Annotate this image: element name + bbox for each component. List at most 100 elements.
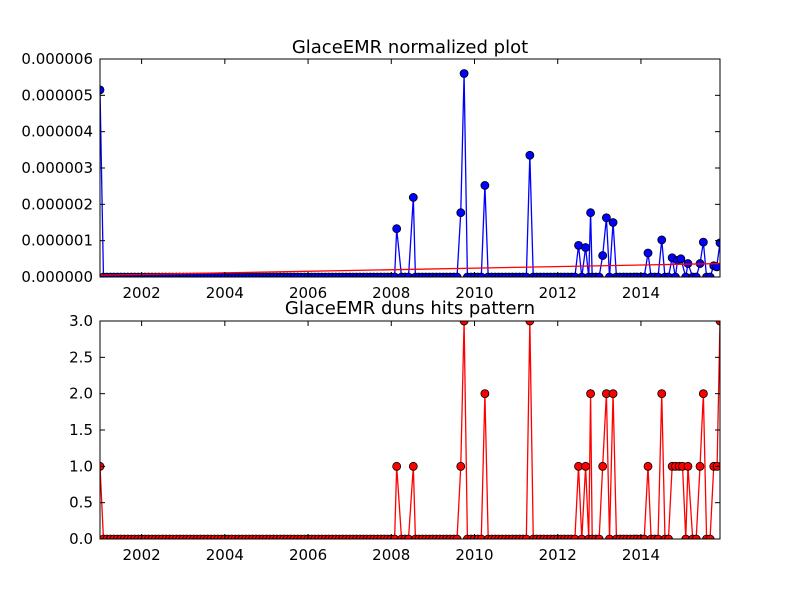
data-point [698,389,708,399]
data-point [639,272,649,277]
data-point [664,272,673,277]
data-point [602,213,611,223]
chart-title: GlaceEMR normalized plot [292,37,528,58]
data-point [100,85,105,95]
y-tick-label: 3.0 [69,312,93,330]
data-point [525,150,535,160]
data-point [657,389,667,399]
data-point [698,237,708,247]
y-tick-label: 1.5 [69,421,93,439]
x-tick-label: 2014 [622,546,660,564]
data-point [480,181,490,190]
data-point [657,235,667,245]
data-point [705,534,715,539]
data-point [643,461,653,471]
data-point [452,272,462,277]
data-point [676,254,686,264]
x-tick-label: 2006 [289,546,327,564]
y-tick-label: 0.000006 [21,50,93,68]
data-point [456,208,466,218]
normalized-plot-marks [100,69,720,277]
data-point [476,534,486,539]
data-point [521,534,531,539]
data-point [581,243,590,252]
data-point [653,272,663,277]
series-line [100,262,720,276]
data-point [594,272,604,277]
data-point [480,389,490,399]
data-point [608,218,618,227]
data-point [639,534,649,539]
data-point [653,534,663,539]
y-tick-label: 2.5 [69,348,93,366]
data-point [456,461,466,471]
data-point [392,224,402,234]
data-point [681,534,691,539]
data-point [598,251,608,260]
x-tick-label: 2002 [123,546,161,564]
x-tick-label: 2010 [455,284,493,302]
data-point [643,248,653,258]
y-tick-label: 0.000000 [21,268,93,286]
plot-frame [99,320,721,540]
x-tick-label: 2012 [539,546,577,564]
x-tick-label: 2008 [372,546,410,564]
data-point [586,389,595,399]
normalized-plot-panel: GlaceEMR normalized plot 2002 2004 2006 200… [21,37,721,302]
data-point [570,272,580,277]
data-point [691,272,701,277]
data-point [695,461,705,471]
x-tick-label: 2004 [206,546,244,564]
x-tick-label: 2006 [289,284,327,302]
data-point [408,461,418,471]
data-point [525,321,535,326]
x-tick-label: 2008 [372,284,410,302]
data-point [581,461,590,471]
data-point [408,193,418,202]
data-point [521,272,531,277]
series-line [100,73,720,277]
data-point [390,272,400,277]
duns-hits-marks [100,321,720,539]
y-tick-label: 0.0 [69,530,93,548]
data-point [476,272,486,277]
data-point [404,272,413,277]
data-point [681,272,691,277]
data-point [608,389,618,399]
data-point [404,534,413,539]
x-tick-label: 2010 [455,546,493,564]
data-point [570,534,580,539]
data-point [598,461,608,471]
x-tick-label: 2002 [123,284,161,302]
data-point [712,262,720,272]
data-point [459,321,469,326]
duns-hits-panel: GlaceEMR duns hits pattern 2002 2004 2006 2… [69,298,721,564]
y-tick-label: 2.0 [69,385,93,403]
data-point [594,534,604,539]
data-point [586,208,595,218]
y-tick-label: 0.5 [69,494,93,512]
x-tick-label: 2012 [539,284,577,302]
y-tick-label: 0.000005 [21,86,93,104]
normalized-plot-axes: 2002 2004 2006 2008 2010 2012 2014 0.000000 0.00… [21,50,721,302]
duns-hits-axes: 2002 2004 2006 2008 2010 2012 2014 0.0 0.5 1.0 1.5… [69,312,721,564]
y-tick-label: 0.000001 [21,232,93,250]
y-tick-label: 1.0 [69,457,93,475]
y-tick-label: 0.000002 [21,195,93,213]
data-point [605,534,614,539]
data-point [705,272,715,277]
data-point [670,272,680,277]
series-line [100,321,720,539]
chart-title: GlaceEMR duns hits pattern [285,298,535,319]
data-point [683,461,693,471]
data-point [715,321,720,326]
data-point [577,534,587,539]
y-tick-label: 0.000003 [21,159,93,177]
data-point [392,461,402,471]
data-point [390,534,400,539]
data-point [664,534,673,539]
data-point [459,69,469,78]
data-point [691,534,701,539]
y-tick-label: 0.000004 [21,123,93,141]
